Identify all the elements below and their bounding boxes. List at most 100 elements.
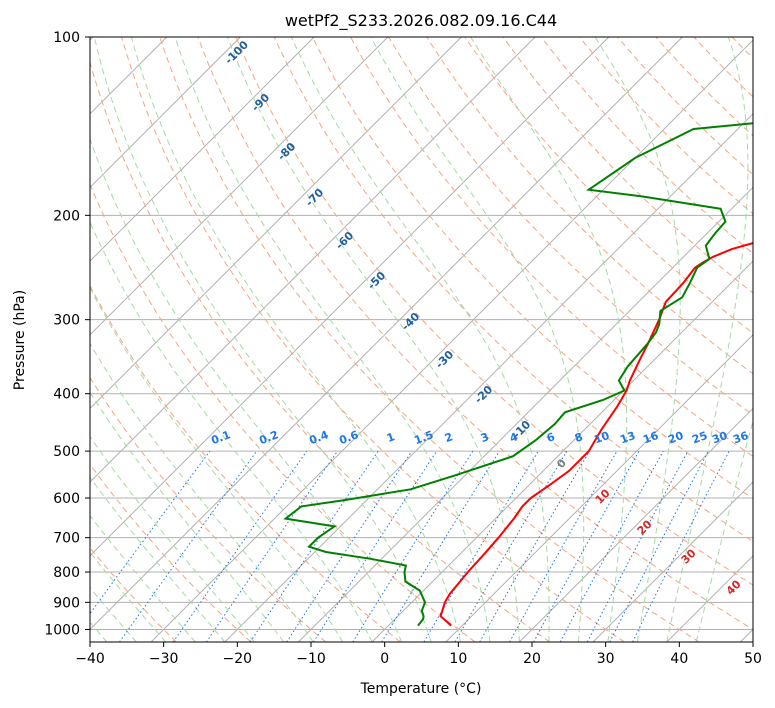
dry-adiabat-label: 40	[724, 577, 744, 597]
isotherm-line	[592, 481, 753, 642]
chart-title: wetPf2_S233.2026.082.09.16.C44	[285, 11, 557, 31]
dry-adiabat-line	[388, 37, 753, 416]
moist-adiabat-line	[90, 391, 285, 642]
mixing-ratio-label: 1.5	[412, 428, 435, 447]
x-tick-label: 0	[380, 651, 389, 667]
mixing-ratio-line	[172, 450, 308, 642]
isotherm-line	[445, 334, 753, 642]
mixing-ratio-label: 0.1	[209, 428, 232, 447]
mixing-ratio-line	[352, 450, 474, 642]
x-tick-label: −30	[149, 651, 179, 667]
moist-adiabat-label: -60	[333, 229, 356, 252]
moist-adiabat-label: -50	[365, 269, 388, 292]
x-tick-label: −10	[296, 651, 326, 667]
mixing-ratio-line	[533, 450, 640, 642]
mixing-ratio-line	[313, 450, 438, 642]
y-tick-label: 1000	[44, 622, 80, 638]
dry-adiabat-line	[579, 37, 753, 215]
mixing-ratio-line	[559, 450, 664, 642]
moist-adiabat-line	[90, 551, 167, 642]
dry-adiabat-line	[90, 183, 476, 642]
mixing-ratio-line	[586, 450, 689, 642]
mixing-ratio-label: 6	[545, 430, 557, 445]
moist-adiabat-line	[90, 137, 403, 642]
dry-adiabat-line	[90, 463, 252, 642]
y-tick-label: 400	[53, 387, 80, 403]
dry-adiabat-line	[541, 37, 753, 254]
moist-adiabat-line	[90, 220, 373, 642]
mixing-ratio-line	[454, 450, 568, 642]
isotherm-line	[150, 39, 753, 642]
dewpoint-profile-line	[283, 122, 753, 627]
dry-adiabat-line	[197, 37, 753, 631]
y-tick-label: 100	[53, 30, 80, 46]
x-axis-label: Temperature (°C)	[360, 681, 482, 697]
dry-adiabat-line	[464, 37, 753, 334]
profile-lines	[283, 122, 753, 627]
isotherm-line	[740, 628, 753, 642]
y-tick-label: 300	[53, 313, 80, 329]
moist-adiabat-line	[90, 476, 226, 642]
isotherm-line	[371, 260, 753, 642]
x-tick-label: 20	[523, 651, 541, 667]
mixing-ratio-line	[249, 450, 379, 642]
dry-adiabat-line	[617, 37, 753, 176]
moist-adiabat-line	[227, 37, 520, 642]
moist-adiabat-line	[90, 342, 314, 642]
mixing-ratio-line	[119, 450, 258, 642]
x-tick-label: 50	[744, 651, 762, 667]
moist-adiabat-label: -80	[275, 140, 298, 163]
dry-adiabat-line	[235, 37, 753, 586]
isotherm-line	[519, 407, 753, 642]
x-tick-label: 30	[597, 651, 615, 667]
y-axis-label: Pressure (hPa)	[12, 290, 28, 390]
moist-adiabat-line	[594, 37, 681, 642]
dry-adiabat-line	[159, 37, 700, 642]
mixing-ratio-label: 4	[508, 430, 520, 445]
mixing-ratio-label: 25	[690, 429, 709, 446]
y-tick-label: 800	[53, 565, 80, 581]
background-lines	[90, 37, 775, 642]
moist-adiabat-line	[174, 37, 491, 642]
mixing-ratio-label: 20	[666, 429, 685, 447]
isotherm-line	[224, 113, 753, 642]
dry-adiabat-line	[90, 60, 551, 642]
y-tick-label: 200	[53, 208, 80, 224]
dry-adiabat-line	[311, 37, 753, 500]
line-labels: 0.1 0.2 0.4 0.6 1 1.5 2 3 4 6 8 10 13 16 20 25 30 36-100-…	[209, 38, 750, 598]
moist-adiabat-line	[90, 286, 344, 642]
axes: −40 −30 −20 −10 0 10 20 30 40 5010020030040050060…	[44, 30, 762, 667]
isotherm-line	[90, 37, 610, 557]
mixing-ratio-label: 1	[385, 430, 397, 445]
dry-adiabat-line	[770, 37, 775, 642]
plot-frame	[89, 36, 754, 643]
mixing-ratio-label: 10	[592, 429, 611, 447]
moist-adiabat-line	[90, 435, 255, 642]
mixing-ratio-line	[509, 450, 618, 642]
isotherm-line	[90, 37, 241, 189]
y-tick-label: 600	[53, 491, 80, 507]
mixing-ratio-label: 0.6	[337, 428, 360, 447]
moist-adiabat-line	[470, 37, 628, 642]
mixing-ratio-label: 8	[573, 430, 585, 445]
dry-adiabat-line	[502, 37, 753, 294]
isotherm-line	[666, 555, 753, 642]
dry-adiabat-label: 10	[593, 486, 613, 506]
isotherm-line	[90, 37, 462, 410]
isotherm-line	[90, 37, 315, 262]
mixing-ratio-label: 16	[641, 429, 660, 447]
moist-adiabat-line	[666, 37, 749, 642]
mixing-ratio-label: 2	[443, 430, 455, 445]
dry-adiabat-label: 20	[635, 517, 655, 537]
moist-adiabat-label: -90	[249, 91, 272, 114]
isotherm-line	[90, 37, 683, 631]
dry-adiabat-label: 30	[679, 546, 699, 566]
mixing-ratio-line	[90, 450, 211, 615]
isotherm-line	[90, 37, 389, 336]
moist-adiabat-label: -70	[303, 186, 326, 209]
mixing-ratio-label: 0.2	[257, 428, 280, 447]
isotherm-line	[90, 37, 536, 483]
x-tick-label: 10	[449, 651, 467, 667]
moist-adiabat-label: -20	[472, 383, 495, 406]
mixing-ratio-label: 36	[731, 429, 750, 447]
